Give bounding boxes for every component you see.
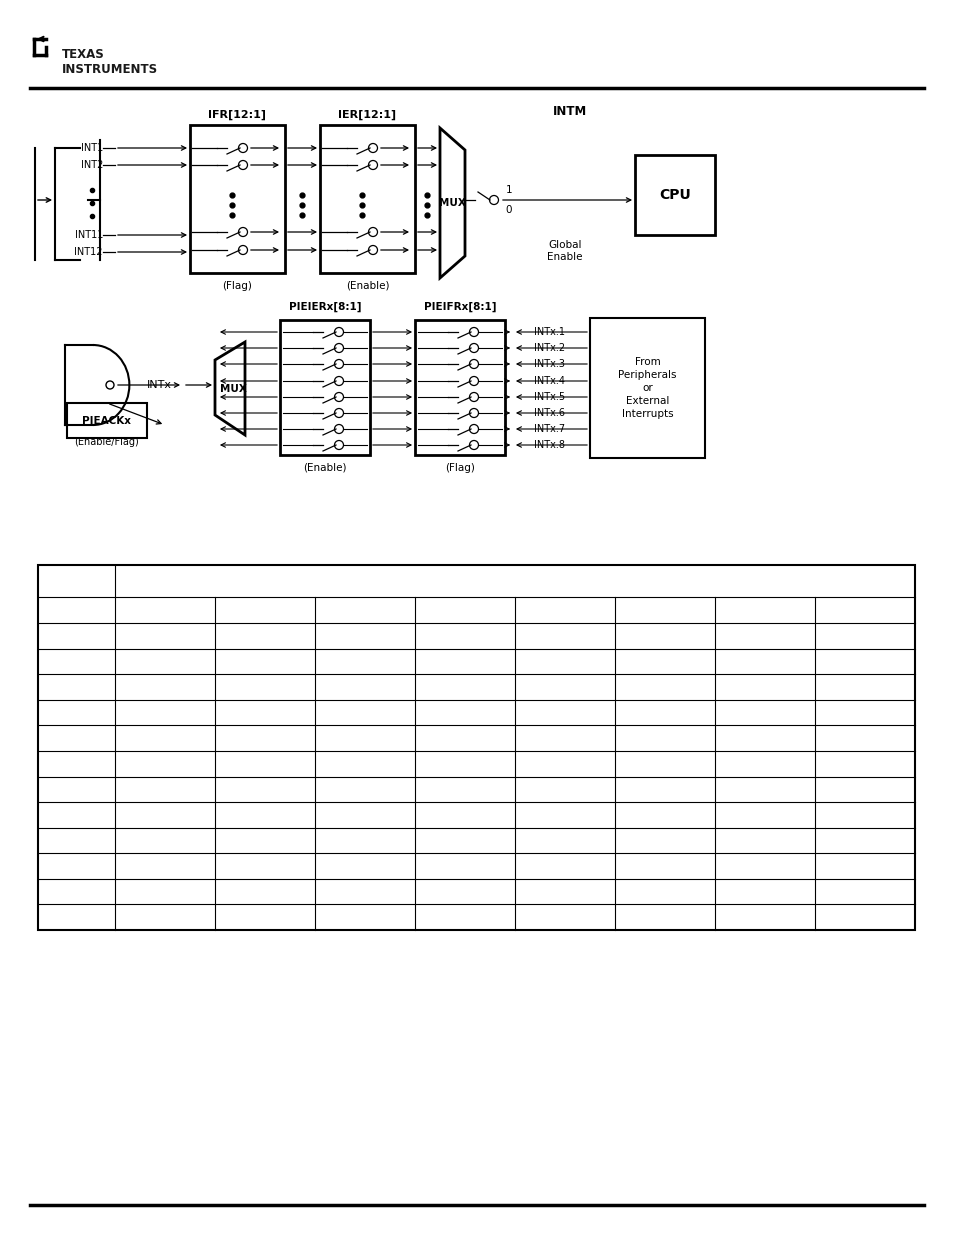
Text: INTx.1: INTx.1 — [534, 327, 564, 337]
Text: INTx: INTx — [147, 380, 172, 390]
Text: IER[12:1]: IER[12:1] — [338, 110, 396, 120]
Bar — [415, 320, 504, 454]
Text: CPU: CPU — [659, 188, 690, 203]
Text: PIEACKx: PIEACKx — [82, 416, 132, 426]
Text: INTx.5: INTx.5 — [534, 391, 564, 403]
Text: INTx.8: INTx.8 — [534, 440, 564, 450]
Bar — [635, 156, 714, 235]
Text: INTx.7: INTx.7 — [534, 424, 564, 433]
Text: INTM: INTM — [553, 105, 586, 119]
Bar — [67, 403, 147, 438]
Text: MUX: MUX — [438, 198, 465, 207]
Text: (Enable): (Enable) — [345, 282, 389, 291]
Text: INT11: INT11 — [74, 230, 103, 240]
Text: INTx.3: INTx.3 — [534, 359, 564, 369]
Text: From
Peripherals
or
External
Interrupts: From Peripherals or External Interrupts — [618, 357, 676, 420]
Text: IFR[12:1]: IFR[12:1] — [209, 110, 266, 120]
Text: (Flag): (Flag) — [445, 463, 475, 473]
Bar — [280, 320, 370, 454]
Text: INT12: INT12 — [74, 247, 103, 257]
Text: PIEIERx[8:1]: PIEIERx[8:1] — [289, 301, 361, 312]
Text: TEXAS
INSTRUMENTS: TEXAS INSTRUMENTS — [62, 48, 158, 77]
Bar — [38, 564, 914, 930]
Text: INTx.4: INTx.4 — [534, 375, 564, 387]
Text: PIEIFRx[8:1]: PIEIFRx[8:1] — [423, 301, 496, 312]
Text: MUX: MUX — [219, 384, 246, 394]
Bar — [589, 317, 704, 458]
Text: INTx.6: INTx.6 — [534, 408, 564, 417]
Bar — [190, 125, 285, 273]
Text: (Enable): (Enable) — [303, 463, 346, 473]
Text: INTx.2: INTx.2 — [534, 343, 564, 353]
Text: INT1: INT1 — [81, 143, 103, 153]
Text: (Flag): (Flag) — [222, 282, 253, 291]
Text: 1: 1 — [505, 185, 512, 195]
Text: INT2: INT2 — [81, 161, 103, 170]
Text: Global
Enable: Global Enable — [547, 240, 582, 262]
Text: (Enable/Flag): (Enable/Flag) — [74, 437, 139, 447]
Text: 0: 0 — [505, 205, 512, 215]
Bar — [319, 125, 415, 273]
